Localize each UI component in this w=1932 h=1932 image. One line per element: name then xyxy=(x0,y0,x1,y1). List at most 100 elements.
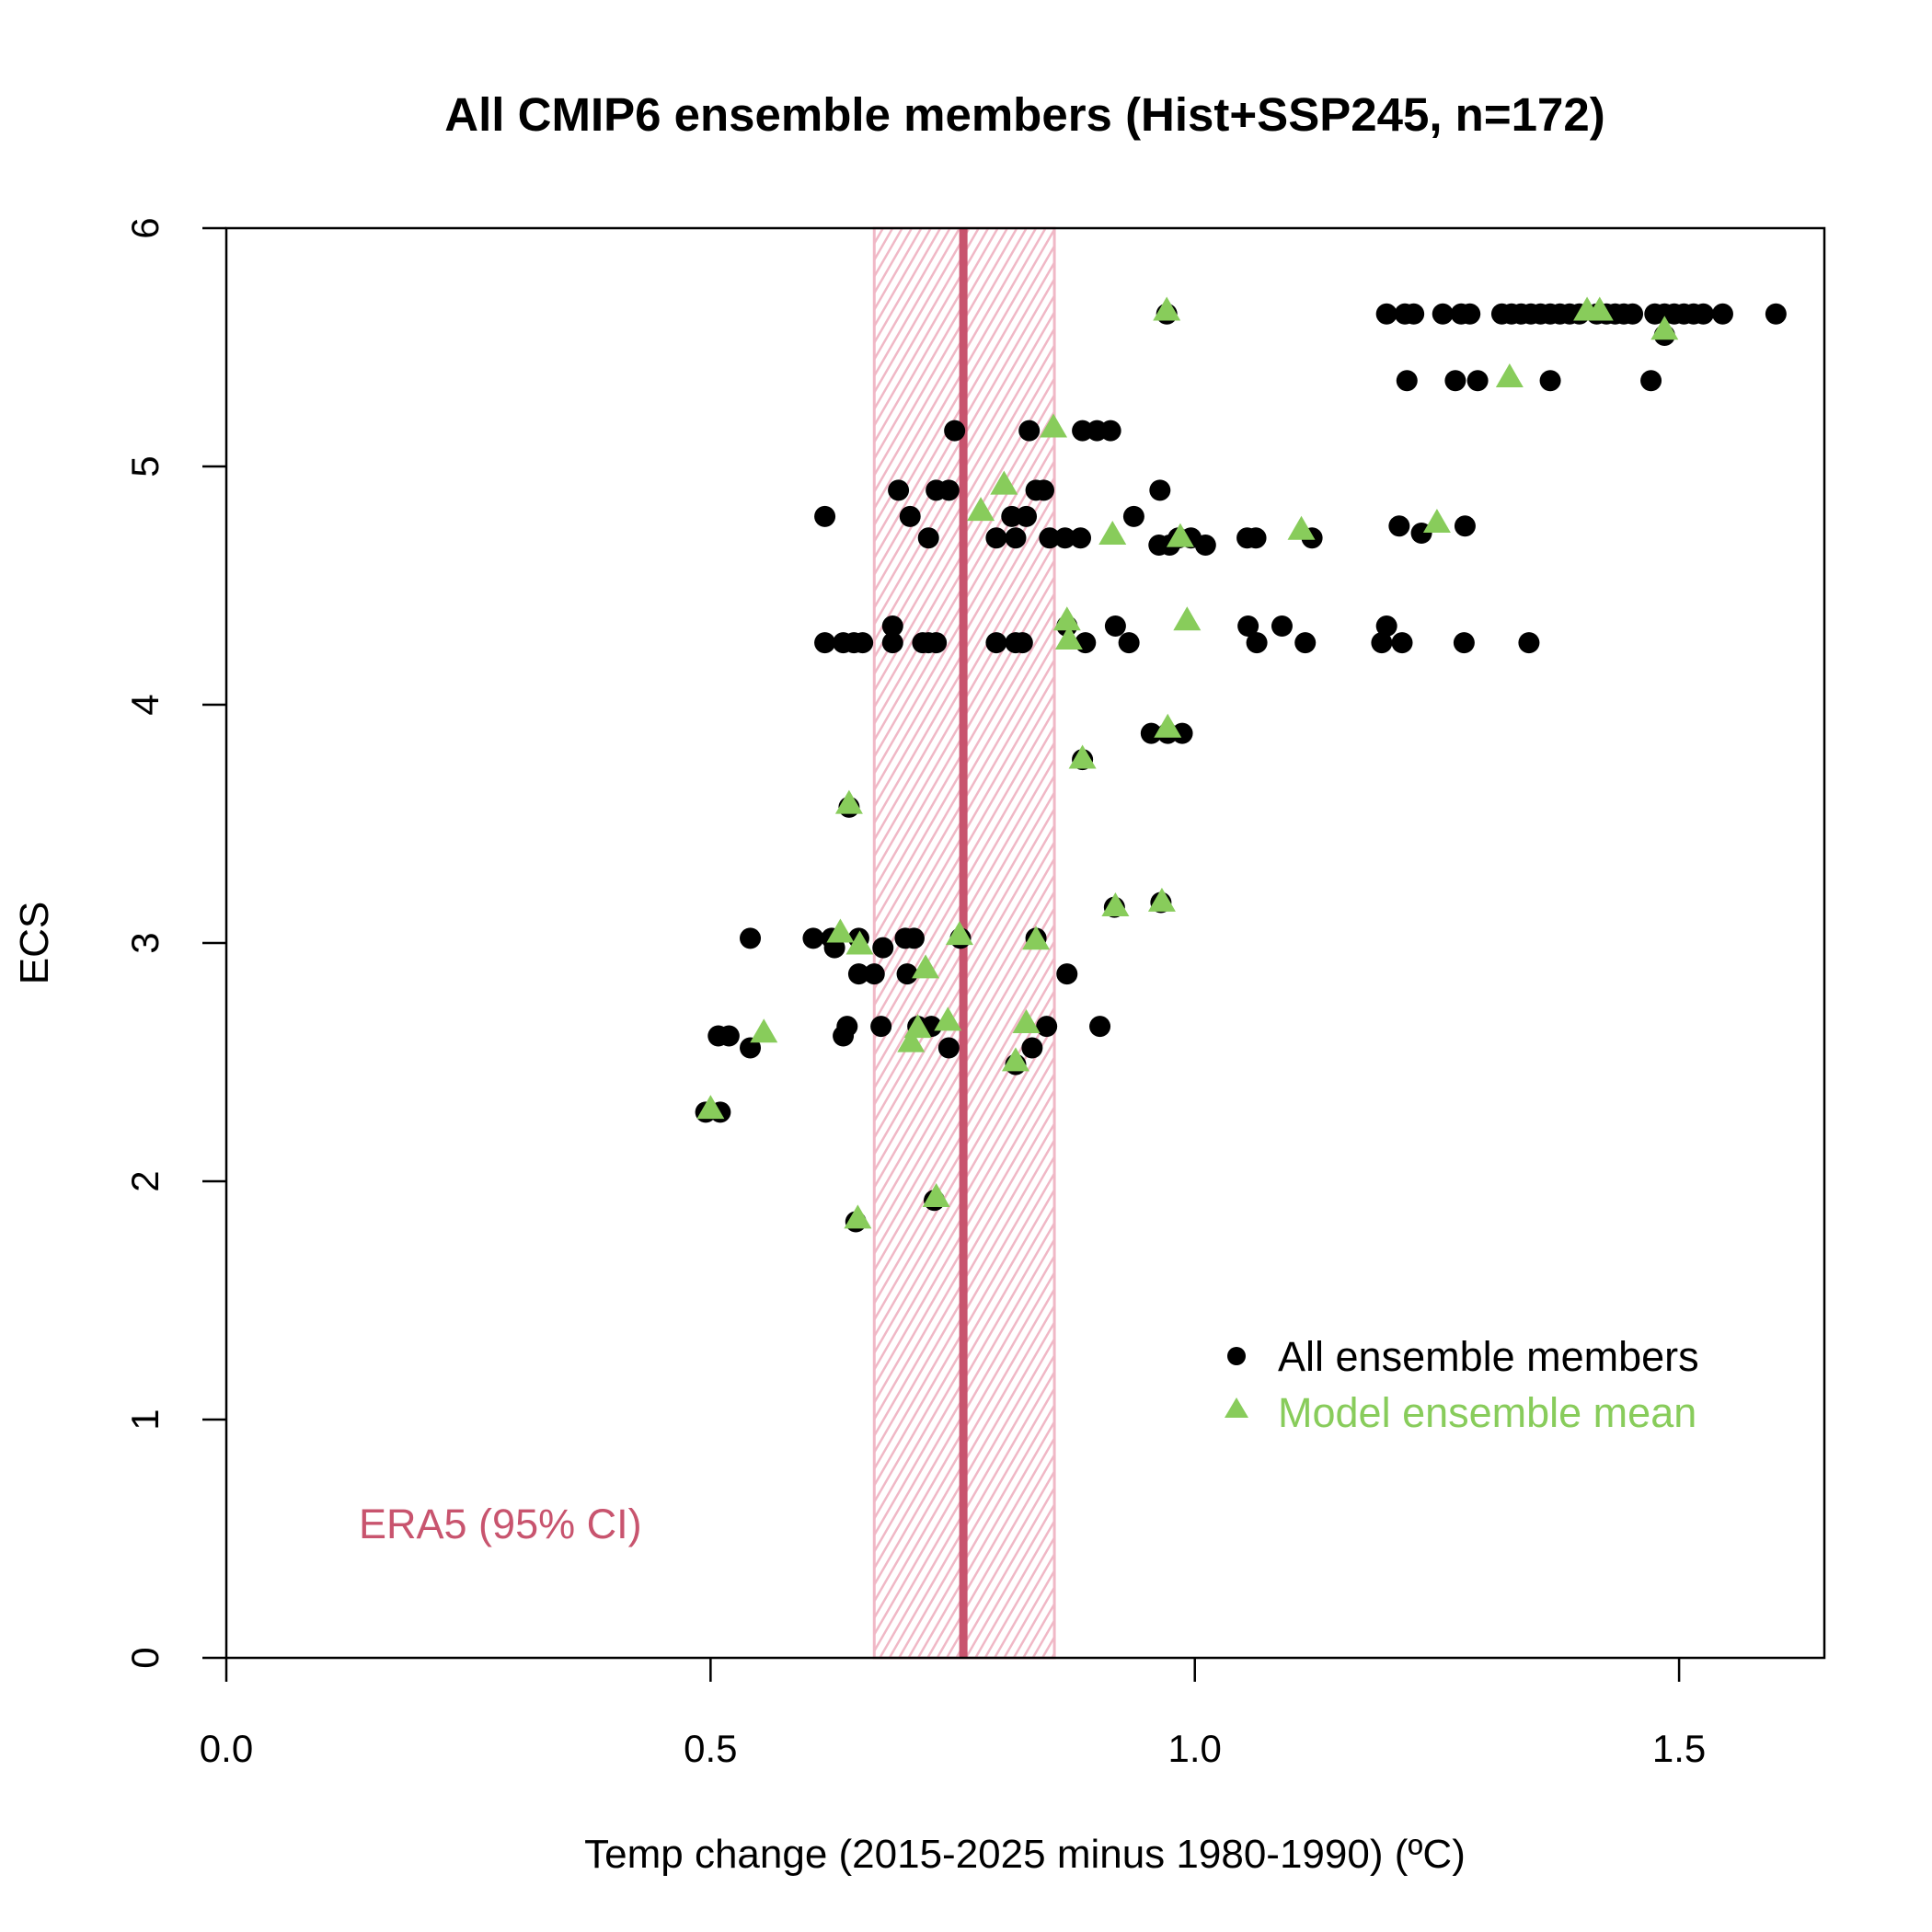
member-point xyxy=(872,937,894,959)
member-point xyxy=(1005,527,1027,549)
member-point xyxy=(1403,303,1425,325)
member-point xyxy=(1021,1037,1043,1059)
member-point xyxy=(1388,515,1410,537)
member-point xyxy=(1375,615,1397,638)
member-point xyxy=(814,632,836,654)
x-tick-label: 1.0 xyxy=(1168,1727,1222,1770)
member-point xyxy=(888,479,910,501)
member-point xyxy=(1396,370,1418,392)
member-point xyxy=(1765,303,1787,325)
member-point xyxy=(1432,303,1454,325)
member-point xyxy=(1011,632,1033,654)
member-point xyxy=(1194,534,1216,556)
member-point xyxy=(1622,303,1644,325)
member-point xyxy=(1640,370,1662,392)
member-point xyxy=(1375,303,1397,325)
member-point xyxy=(1454,515,1476,537)
member-point xyxy=(1039,527,1061,549)
member-point xyxy=(937,1037,960,1059)
points-layer xyxy=(695,296,1787,1233)
ensemble-mean-point xyxy=(1495,363,1524,388)
member-point xyxy=(881,632,903,654)
y-tick-label: 0 xyxy=(123,1647,167,1668)
legend-label-mean: Model ensemble mean xyxy=(1278,1389,1696,1436)
member-point xyxy=(937,479,960,501)
x-axis: 0.0 0.5 1.0 1.5 xyxy=(200,1658,1706,1770)
member-point xyxy=(1539,370,1561,392)
member-point xyxy=(1018,420,1041,442)
y-tick-label: 5 xyxy=(123,455,167,477)
ensemble-mean-point xyxy=(922,1183,950,1208)
member-point xyxy=(740,927,762,949)
member-point xyxy=(881,615,903,638)
member-point xyxy=(1033,479,1055,501)
ensemble-mean-point xyxy=(1650,316,1679,340)
member-point xyxy=(1466,370,1489,392)
ensemble-mean-point xyxy=(945,921,973,946)
ensemble-mean-point xyxy=(967,497,995,522)
member-point xyxy=(1072,420,1094,442)
member-point xyxy=(1122,505,1144,527)
member-point xyxy=(852,632,874,654)
member-point xyxy=(985,527,1007,549)
y-axis-label: ECS xyxy=(12,902,57,984)
member-point xyxy=(870,1016,892,1038)
member-point xyxy=(1016,505,1038,527)
ensemble-mean-point xyxy=(834,789,863,814)
member-point xyxy=(1104,615,1126,638)
member-point xyxy=(1444,370,1466,392)
member-point xyxy=(1391,632,1413,654)
member-point xyxy=(896,963,918,985)
x-axis-label: Temp change (2015-2025 minus 1980-1990) … xyxy=(584,1832,1466,1877)
chart-title: All CMIP6 ensemble members (Hist+SSP245,… xyxy=(444,88,1604,141)
ensemble-mean-point xyxy=(1154,713,1182,738)
member-point xyxy=(1140,722,1162,744)
ensemble-mean-point xyxy=(1287,515,1316,540)
member-point xyxy=(1453,632,1475,654)
member-point xyxy=(847,963,869,985)
ensemble-mean-point xyxy=(1001,1047,1029,1072)
ensemble-mean-point xyxy=(1022,926,1051,950)
ensemble-mean-point xyxy=(1173,606,1202,631)
member-point xyxy=(1711,303,1733,325)
ensemble-mean-point xyxy=(1166,523,1194,547)
member-point xyxy=(1089,1016,1111,1038)
member-point xyxy=(1118,632,1140,654)
x-tick-label: 0.5 xyxy=(684,1727,737,1770)
ensemble-mean-point xyxy=(1147,887,1176,912)
member-point xyxy=(1371,632,1393,654)
member-point xyxy=(833,1025,855,1047)
ensemble-mean-point xyxy=(1052,606,1081,631)
member-point xyxy=(1054,527,1076,549)
ensemble-mean-point xyxy=(826,918,855,943)
legend-circle-icon xyxy=(1227,1347,1246,1365)
ensemble-mean-point xyxy=(750,1018,778,1043)
ensemble-mean-point xyxy=(912,954,940,979)
x-tick-label: 0.0 xyxy=(200,1727,253,1770)
member-point xyxy=(1070,527,1092,549)
member-point xyxy=(718,1025,740,1047)
member-point xyxy=(1692,303,1714,325)
member-point xyxy=(1271,615,1293,638)
member-point xyxy=(1036,1016,1058,1038)
ensemble-mean-point xyxy=(1153,296,1181,321)
y-tick-label: 6 xyxy=(123,217,167,238)
member-point xyxy=(1294,632,1317,654)
era5-annotation: ERA5 (95% CI) xyxy=(359,1501,642,1547)
member-point xyxy=(1001,505,1023,527)
member-point xyxy=(944,420,966,442)
ensemble-mean-point xyxy=(934,1006,962,1031)
x-tick-label: 1.5 xyxy=(1652,1727,1706,1770)
legend-label-members: All ensemble members xyxy=(1278,1333,1699,1380)
member-point xyxy=(985,632,1007,654)
member-point xyxy=(814,505,836,527)
ensemble-mean-point xyxy=(990,470,1018,495)
y-tick-label: 1 xyxy=(123,1409,167,1430)
member-point xyxy=(903,927,925,949)
legend-triangle-icon xyxy=(1225,1397,1248,1418)
ensemble-mean-point xyxy=(1585,296,1614,321)
ensemble-mean-point xyxy=(1012,1008,1041,1033)
member-point xyxy=(1099,420,1121,442)
member-point xyxy=(1518,632,1540,654)
